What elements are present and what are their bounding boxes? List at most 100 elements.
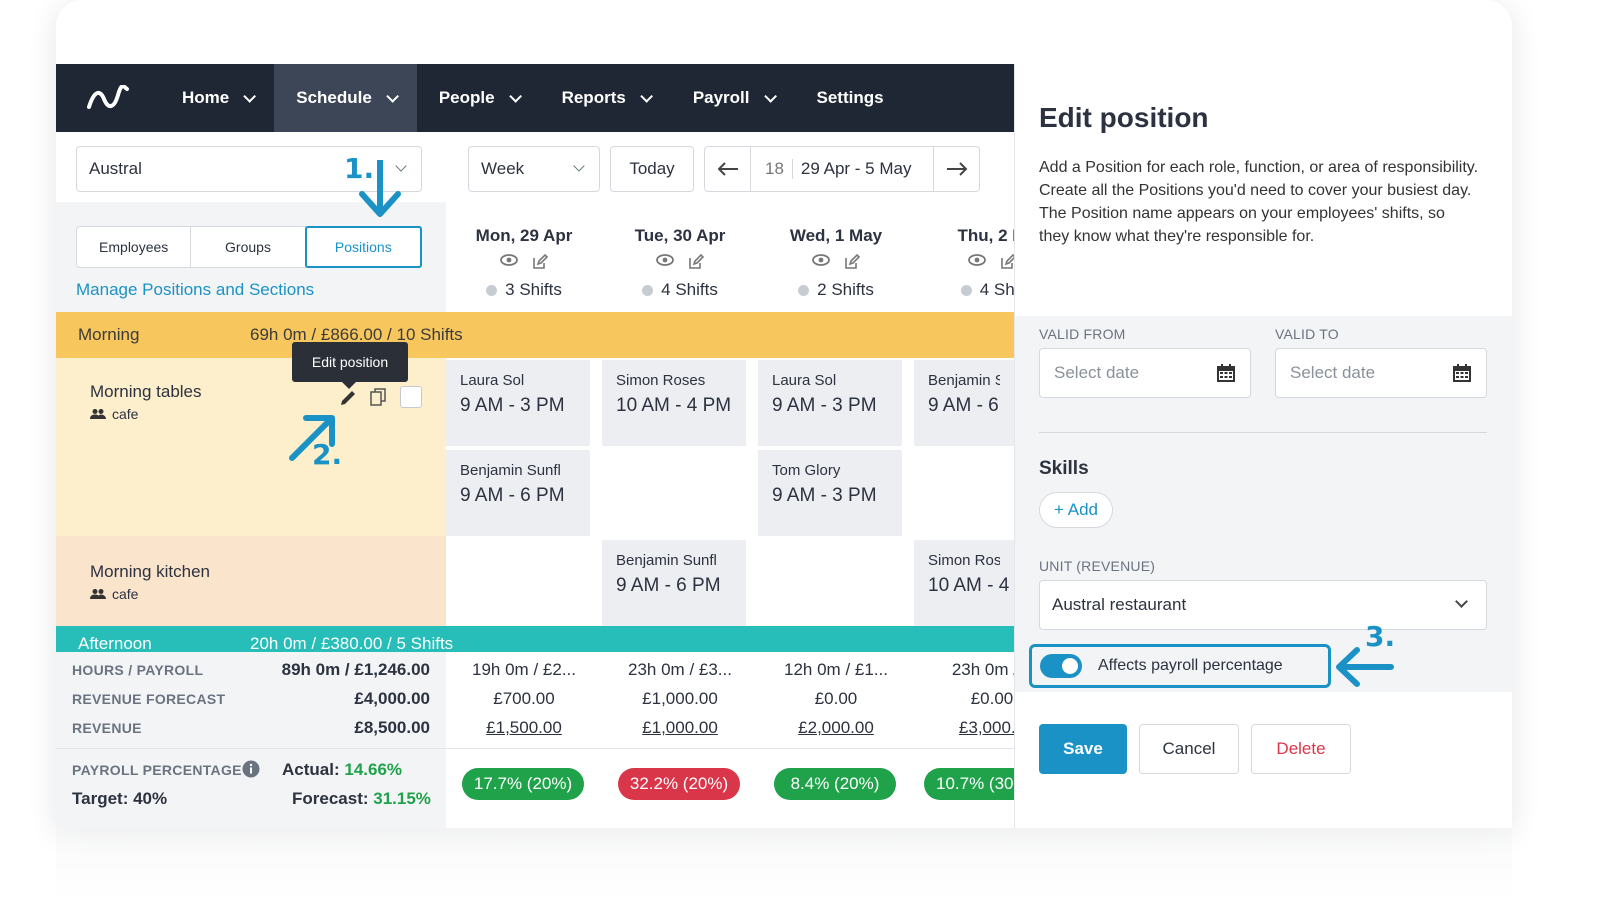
position-title: Morning tables <box>90 382 202 401</box>
day-revenue-link[interactable]: £1,000.00 <box>642 718 718 737</box>
copy-icon[interactable] <box>370 388 386 406</box>
day-revenue-forecast: £0.00 <box>970 689 1014 708</box>
valid-to-input[interactable]: Select date <box>1275 348 1487 398</box>
chevron-down-icon <box>386 89 399 103</box>
logo-icon[interactable] <box>56 64 160 132</box>
today-label: Today <box>629 159 675 178</box>
days-header: Mon, 29 Apr 3 Shifts Tue, 30 Apr 4 Shift… <box>446 202 1014 312</box>
shift-time: 10 AM - 4 <box>928 575 1010 596</box>
position-title: Morning kitchen <box>90 562 211 581</box>
location-select[interactable]: Austral <box>76 146 422 192</box>
nav-home[interactable]: Home <box>160 64 274 132</box>
edit-icon[interactable] <box>1000 254 1014 270</box>
view-tabs: Employees Groups Positions <box>76 226 422 268</box>
nav-people-label: People <box>438 88 495 107</box>
forecast-percentage: Forecast: 31.15% <box>292 789 431 809</box>
day-revenue-link[interactable]: £1,500.00 <box>486 718 562 737</box>
delete-button[interactable]: Delete <box>1251 724 1351 774</box>
add-skill-button[interactable]: + Add <box>1039 492 1113 528</box>
info-icon[interactable] <box>242 760 260 778</box>
week-number: 18 <box>751 159 793 179</box>
shift-card[interactable]: Tom Glory 9 AM - 3 PM <box>758 450 902 536</box>
shift-card[interactable]: Simon Roses 10 AM - 4 PM <box>602 360 746 446</box>
edit-icon[interactable] <box>844 254 860 270</box>
edit-icon[interactable] <box>532 254 548 270</box>
edit-icon[interactable] <box>688 254 704 270</box>
section-label: Morning <box>78 325 140 344</box>
nav-reports-label: Reports <box>561 88 626 107</box>
shift-time: 9 AM - 6 PM <box>460 485 565 506</box>
pencil-icon[interactable] <box>338 388 358 408</box>
payroll-pill: 17.7% (20%) <box>462 768 584 800</box>
day-revenue-link[interactable]: £2,000.00 <box>798 718 874 737</box>
day-revenue-link[interactable]: £3,000.0 <box>958 718 1014 737</box>
today-button[interactable]: Today <box>610 146 694 192</box>
eye-icon[interactable] <box>656 254 674 266</box>
section-summary: 69h 0m / £866.00 / 10 Shifts <box>250 325 463 344</box>
day-shift-count: 2 Shifts <box>817 280 874 299</box>
shift-card[interactable]: Laura Sol 9 AM - 3 PM <box>758 360 902 446</box>
nav-payroll[interactable]: Payroll <box>671 64 795 132</box>
tab-employees[interactable]: Employees <box>77 227 192 267</box>
nav-home-label: Home <box>182 88 230 107</box>
arrow-right-icon <box>946 162 967 176</box>
payroll-pill: 8.4% (20%) <box>774 768 896 800</box>
panel-description: Add a Position for each role, function, … <box>1039 159 1479 245</box>
valid-from-placeholder: Select date <box>1054 363 1140 382</box>
eye-icon[interactable] <box>812 254 830 266</box>
nav-people[interactable]: People <box>417 64 540 132</box>
section-morning[interactable]: Morning 69h 0m / £866.00 / 10 Shifts <box>56 312 1014 358</box>
manage-positions-link[interactable]: Manage Positions and Sections <box>76 280 315 299</box>
shift-time: 9 AM - 6 <box>928 395 999 416</box>
panel-header: Edit position Add a Position for each ro… <box>1015 64 1512 316</box>
day-hours-payroll: 23h 0m / £ <box>951 660 1014 679</box>
shift-card[interactable]: Benjamin Su 9 AM - 6 <box>914 360 1014 446</box>
unit-revenue-select[interactable]: Austral restaurant <box>1039 580 1487 630</box>
nav-schedule[interactable]: Schedule <box>274 64 417 132</box>
forecast-label: Forecast: <box>292 789 369 808</box>
eye-icon[interactable] <box>968 254 986 266</box>
view-select[interactable]: Week <box>468 146 600 192</box>
shift-card[interactable]: Simon Rose 10 AM - 4 <box>914 540 1014 626</box>
shift-employee: Benjamin Su <box>928 372 1000 389</box>
shift-card[interactable]: Benjamin Sunfl 9 AM - 6 PM <box>602 540 746 626</box>
shift-employee: Simon Roses <box>616 372 706 389</box>
shift-card[interactable]: Benjamin Sunfl 9 AM - 6 PM <box>446 450 590 536</box>
payroll-toggle[interactable] <box>1040 654 1082 678</box>
edit-position-panel: Edit position Add a Position for each ro… <box>1014 64 1512 828</box>
date-navigator: 18 29 Apr - 5 May <box>704 146 980 192</box>
payroll-pill: 32.2% (20%) <box>618 768 740 800</box>
tab-positions[interactable]: Positions <box>304 226 422 268</box>
top-nav: Home Schedule People Reports Payroll Set… <box>56 64 1014 132</box>
annotation-step-1: 1. <box>344 152 375 185</box>
cancel-button[interactable]: Cancel <box>1139 724 1239 774</box>
valid-to-placeholder: Select date <box>1290 363 1376 382</box>
day-revenue-forecast: £700.00 <box>493 689 555 708</box>
save-button[interactable]: Save <box>1039 724 1127 774</box>
section-afternoon[interactable]: Afternoon 20h 0m / £380.00 / 5 Shifts <box>56 626 1014 653</box>
chevron-down-icon <box>640 89 653 103</box>
shift-employee: Laura Sol <box>460 372 525 389</box>
day-column-header: Tue, 30 Apr 4 Shifts <box>602 202 758 312</box>
eye-icon[interactable] <box>500 254 518 266</box>
app-frame: Home Schedule People Reports Payroll Set… <box>56 0 1512 828</box>
stats-label-column <box>56 652 446 828</box>
status-dot <box>486 284 498 296</box>
nav-settings[interactable]: Settings <box>795 64 906 132</box>
payroll-toggle-row[interactable]: Affects payroll percentage <box>1029 644 1331 688</box>
payroll-percentage-label: PAYROLL PERCENTAGE <box>72 762 242 778</box>
day-shift-count: 3 Shifts <box>505 280 562 299</box>
shift-time: 9 AM - 3 PM <box>460 395 565 416</box>
day-name: Mon, 29 Apr <box>475 226 573 245</box>
shift-card[interactable]: Laura Sol 9 AM - 3 PM <box>446 360 590 446</box>
prev-week-button[interactable] <box>705 147 751 191</box>
day-name: Tue, 30 Apr <box>634 226 726 245</box>
row-checkbox[interactable] <box>400 386 422 408</box>
nav-reports[interactable]: Reports <box>540 64 671 132</box>
tab-groups[interactable]: Groups <box>191 227 306 267</box>
valid-to-label: VALID TO <box>1275 326 1339 342</box>
valid-from-input[interactable]: Select date <box>1039 348 1251 398</box>
schedule-toolbar: Austral Week Today 18 29 Apr - 5 May <box>56 146 1014 196</box>
next-week-button[interactable] <box>933 147 979 191</box>
panel-form: VALID FROM Select date VALID TO Select d… <box>1015 316 1512 692</box>
